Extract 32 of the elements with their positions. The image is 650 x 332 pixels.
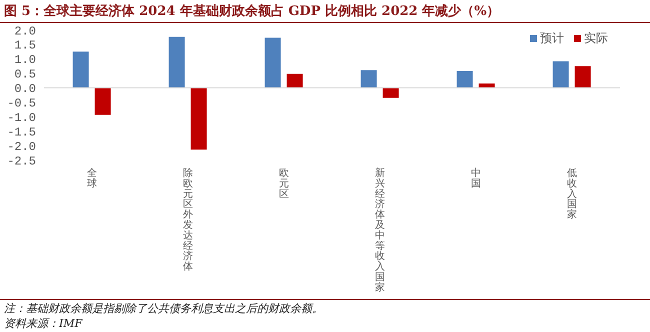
- y-tick-label: 0.5: [14, 68, 36, 82]
- chart-title: 图 5：全球主要经济体 2024 年基础财政余额占 GDP 比例相比 2022 年减少（%）: [4, 2, 500, 20]
- bar: [168, 36, 185, 88]
- bar: [190, 88, 207, 150]
- y-tick-label: -1.5: [7, 125, 36, 140]
- y-tick-label: 0.0: [14, 82, 36, 96]
- legend-label: 实际: [583, 30, 608, 47]
- x-tick-label: 全球: [87, 167, 97, 190]
- category-label: 新兴经济体及中等收入国家: [375, 168, 385, 294]
- bar: [552, 61, 569, 88]
- bar: [264, 38, 281, 88]
- bar: [72, 52, 89, 88]
- x-tick-label: 欧元区: [279, 168, 289, 200]
- bar: [574, 66, 591, 88]
- text: 资料来源：IMF: [4, 316, 82, 331]
- bar: [360, 70, 377, 88]
- y-tick-label: -2.5: [7, 154, 36, 168]
- bar: [456, 71, 473, 88]
- x-tick-label: 低收入国家: [567, 168, 577, 221]
- y-tick-label: 1.5: [14, 38, 36, 53]
- x-tick-label: 中国: [471, 167, 481, 190]
- bar: [382, 88, 399, 98]
- y-tick-label: 1.0: [14, 53, 36, 68]
- text: 注：基础财政余额是指剔除了公共债务利息支出之后的财政余额。: [4, 301, 323, 316]
- y-tick-label: -2.0: [7, 140, 36, 154]
- y-tick-label: -0.5: [7, 96, 36, 110]
- legend-label: 预计: [539, 30, 564, 47]
- bar: [286, 74, 303, 88]
- y-tick-label: -1.0: [7, 110, 36, 125]
- y-tick-label: 2.0: [14, 24, 36, 38]
- category-label: 除欧元区外发达经济体: [183, 168, 193, 273]
- bar: [94, 88, 111, 115]
